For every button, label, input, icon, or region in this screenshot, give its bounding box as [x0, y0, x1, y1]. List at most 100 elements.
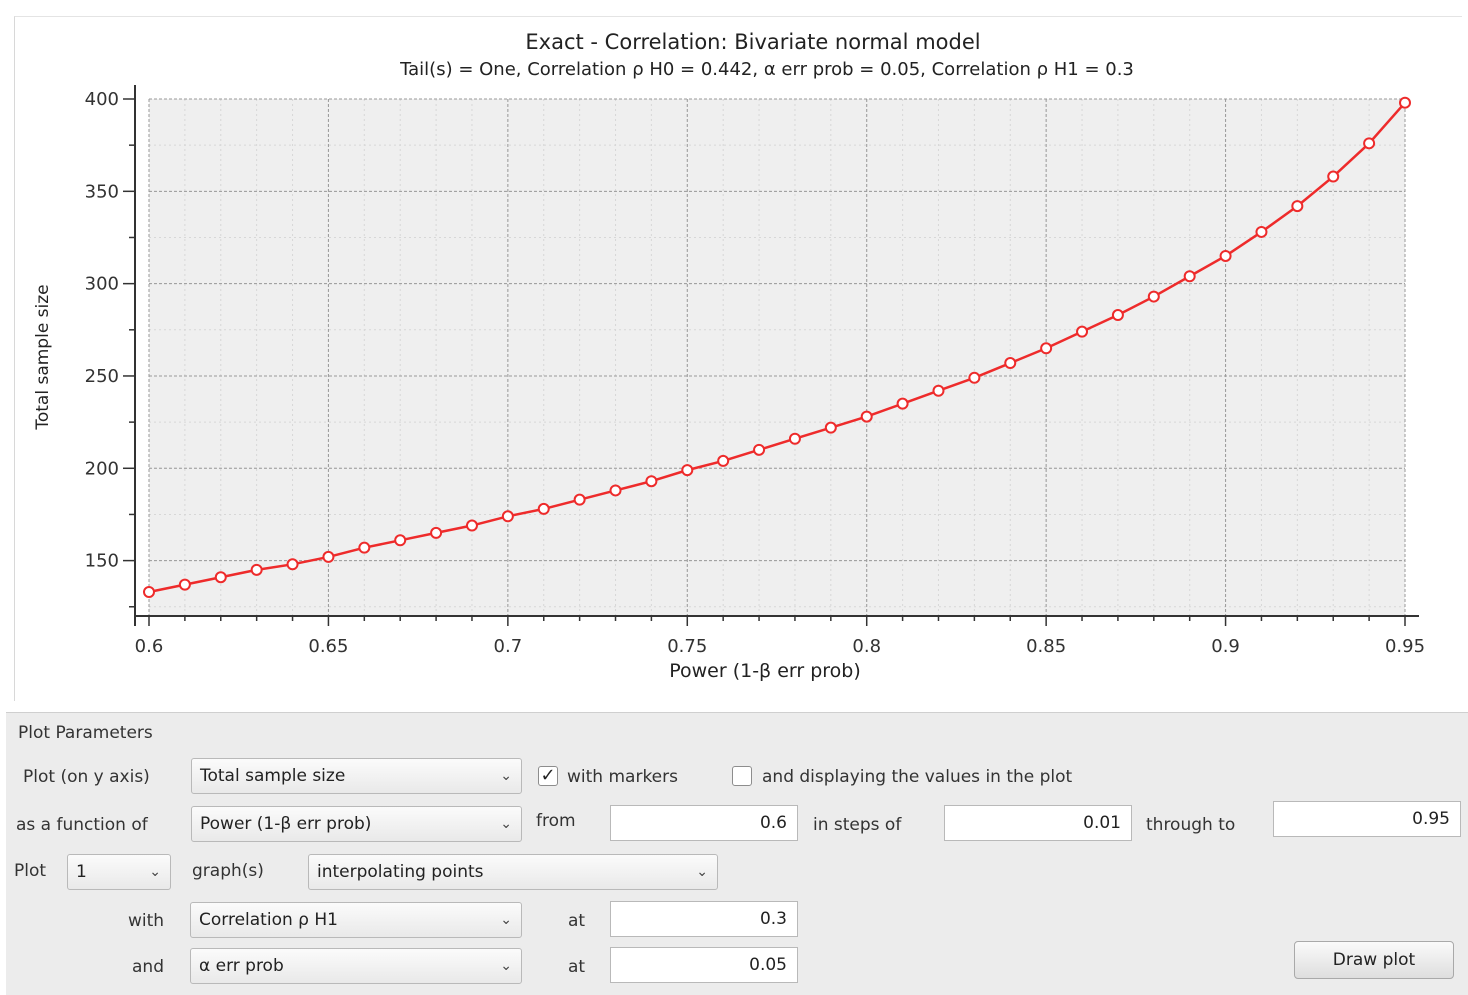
- section-title: Plot Parameters: [18, 723, 153, 743]
- data-point: [501, 510, 514, 523]
- data-point: [788, 432, 801, 445]
- y-tick-label: 150: [85, 551, 119, 572]
- data-point: [609, 484, 622, 497]
- data-point: [1219, 249, 1232, 262]
- data-point: [250, 563, 263, 576]
- data-point: [430, 526, 443, 539]
- graph-mode-value: interpolating points: [317, 862, 484, 882]
- data-point: [860, 410, 873, 423]
- at-label: at: [568, 911, 586, 931]
- display-values-label: and displaying the values in the plot: [762, 767, 1073, 787]
- x-tick-label: 0.8: [852, 636, 881, 657]
- with-parameter-select[interactable]: Correlation ρ H1 ⌄: [190, 902, 522, 938]
- series-line: [148, 101, 1406, 594]
- steps-input[interactable]: 0.01: [944, 805, 1132, 841]
- data-point: [465, 519, 478, 532]
- data-point: [824, 421, 837, 434]
- plot-label: Plot: [14, 861, 47, 881]
- y-axis-select[interactable]: Total sample size ⌄: [191, 758, 522, 794]
- chart-subtitle: Tail(s) = One, Correlation ρ H0 = 0.442,…: [399, 59, 1134, 80]
- y-tick-label: 250: [85, 366, 119, 387]
- chevron-down-icon: ⌄: [149, 864, 161, 880]
- x-tick-label: 0.6: [135, 636, 164, 657]
- chevron-down-icon: ⌄: [500, 816, 512, 832]
- with-parameter-value: Correlation ρ H1: [199, 910, 338, 930]
- y-tick-label: 400: [85, 89, 119, 110]
- function-of-label: as a function of: [16, 815, 148, 835]
- at-label: at: [568, 957, 586, 977]
- x-tick-label: 0.85: [1026, 636, 1066, 657]
- y-tick-label: 300: [85, 274, 119, 295]
- plot-y-axis-label: Plot (on y axis): [23, 767, 150, 787]
- y-tick-label: 350: [85, 181, 119, 202]
- y-axis-label: Total sample size: [33, 284, 53, 430]
- and-label: and: [132, 957, 164, 977]
- data-point: [1327, 170, 1340, 183]
- and-parameter-select[interactable]: α err prob ⌄: [190, 948, 522, 984]
- data-point: [143, 585, 155, 598]
- x-tick-label: 0.95: [1385, 636, 1425, 657]
- graphs-label: graph(s): [192, 861, 264, 881]
- chart-title: Exact - Correlation: Bivariate normal mo…: [525, 30, 980, 54]
- data-point: [1147, 290, 1160, 303]
- chevron-down-icon: ⌄: [500, 768, 512, 784]
- graph-mode-select[interactable]: interpolating points ⌄: [308, 854, 718, 890]
- y-axis-select-value: Total sample size: [200, 766, 346, 786]
- chevron-down-icon: ⌄: [500, 912, 512, 928]
- data-point: [753, 443, 766, 456]
- data-point: [968, 371, 981, 384]
- steps-label: in steps of: [813, 815, 902, 835]
- data-point: [394, 534, 407, 547]
- data-point: [1076, 325, 1089, 338]
- data-point: [896, 397, 909, 410]
- data-point: [1255, 225, 1268, 238]
- data-point: [1363, 137, 1376, 150]
- data-point: [645, 475, 658, 488]
- data-point: [358, 541, 371, 554]
- plot-count-select[interactable]: 1 ⌄: [67, 854, 171, 890]
- chevron-down-icon: ⌄: [696, 864, 708, 880]
- data-point: [1291, 200, 1304, 213]
- x-tick-label: 0.65: [308, 636, 348, 657]
- data-point: [1004, 357, 1017, 370]
- x-tick-label: 0.7: [494, 636, 523, 657]
- data-point: [932, 384, 945, 397]
- function-of-select-value: Power (1-β err prob): [200, 814, 372, 834]
- data-point: [1399, 96, 1411, 109]
- x-tick-label: 0.9: [1211, 636, 1240, 657]
- x-axis-label: Power (1-β err prob): [669, 660, 861, 682]
- function-of-select[interactable]: Power (1-β err prob) ⌄: [191, 806, 522, 842]
- data-point: [537, 502, 550, 515]
- chevron-down-icon: ⌄: [500, 958, 512, 974]
- plot-parameters-panel: Plot Parameters Plot (on y axis) Total s…: [6, 712, 1468, 995]
- with-at-input[interactable]: 0.3: [610, 901, 798, 937]
- x-tick-label: 0.75: [667, 636, 707, 657]
- power-curve-chart: 0.6 0.65 0.7 0.75 0.8 0.85 0.9 0.95 150 200 250 300…: [33, 30, 1425, 682]
- with-markers-checkbox[interactable]: ✓: [538, 766, 558, 786]
- plot-area: [149, 99, 1405, 616]
- data-point: [322, 550, 335, 563]
- data-point: [286, 558, 299, 571]
- from-input[interactable]: 0.6: [610, 805, 798, 841]
- and-at-input[interactable]: 0.05: [610, 947, 798, 983]
- data-point: [573, 493, 586, 506]
- data-point: [717, 454, 730, 467]
- from-label: from: [536, 811, 576, 831]
- plot-count-value: 1: [76, 862, 87, 882]
- data-point: [1183, 270, 1196, 283]
- through-input[interactable]: 0.95: [1273, 801, 1461, 837]
- with-markers-label: with markers: [567, 767, 678, 787]
- data-point: [681, 464, 694, 477]
- data-point: [1040, 342, 1053, 355]
- display-values-checkbox[interactable]: [732, 766, 752, 786]
- draw-plot-button[interactable]: Draw plot: [1294, 941, 1454, 979]
- data-point: [1111, 309, 1124, 322]
- checkmark-icon: ✓: [540, 765, 556, 786]
- data-point: [178, 578, 191, 591]
- plot-panel: 0.6 0.65 0.7 0.75 0.8 0.85 0.9 0.95 150 200 250 300…: [14, 16, 1462, 701]
- data-point: [214, 571, 227, 584]
- through-label: through to: [1146, 815, 1236, 835]
- y-tick-label: 200: [85, 458, 119, 479]
- and-parameter-value: α err prob: [199, 956, 284, 976]
- with-label: with: [128, 911, 165, 931]
